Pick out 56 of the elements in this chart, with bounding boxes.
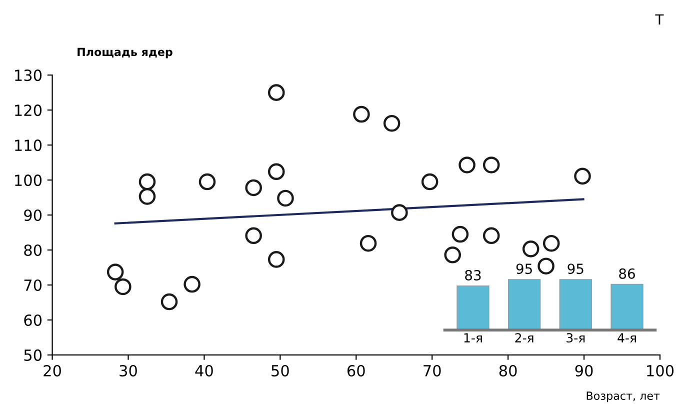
x-tick-label: 2-я (515, 333, 534, 342)
data-label: 95 (516, 264, 532, 274)
x-axis-title: Возраст, лет (586, 392, 660, 402)
x-tick-label: 3-я (566, 333, 585, 343)
data-label: 83 (465, 270, 481, 280)
point (245, 179, 262, 196)
point (482, 156, 500, 174)
point (383, 114, 400, 132)
point (360, 234, 377, 252)
y-tick-label: 90 (24, 209, 42, 222)
point (574, 168, 591, 185)
x-tick-label: 50 (272, 364, 289, 377)
y-tick-label: 60 (24, 314, 42, 326)
y-tick-label: 100 (15, 174, 42, 186)
text: T (655, 14, 664, 24)
y-tick-label: 110 (15, 140, 42, 152)
point (138, 188, 156, 205)
point (268, 84, 285, 101)
y-tick-label: 50 (24, 349, 42, 361)
x-tick-label: 70 (424, 364, 441, 377)
point (353, 106, 370, 123)
data-label: 86 (619, 268, 635, 279)
point (482, 227, 500, 244)
point (268, 163, 285, 180)
point (114, 278, 132, 296)
point (160, 293, 178, 310)
point (184, 276, 200, 293)
x-tick-label: 30 (120, 364, 137, 377)
x-tick-label: 60 (347, 364, 365, 377)
x-tick-label: 20 (44, 364, 61, 377)
point (444, 246, 461, 264)
data-label: 95 (568, 264, 584, 274)
point (538, 258, 554, 274)
y-tick-label: 70 (24, 279, 42, 292)
point (542, 234, 560, 252)
point (245, 227, 262, 244)
point (522, 240, 540, 258)
x-tick-label: 100 (647, 364, 674, 377)
point (391, 204, 408, 221)
point (277, 190, 294, 207)
x-tick-label: 80 (499, 364, 517, 377)
point (268, 251, 285, 268)
point (138, 173, 156, 190)
point (458, 156, 476, 174)
x-tick-label: 4-я (618, 333, 636, 342)
y-tick-label: 120 (15, 104, 42, 116)
point (421, 173, 438, 190)
point (106, 264, 124, 280)
y-tick-label: 130 (15, 70, 42, 82)
point (452, 226, 469, 243)
point (198, 173, 216, 190)
y-tick-label: 80 (24, 244, 42, 256)
x-tick-label: 1-я (464, 333, 482, 342)
x-tick-label: 90 (575, 364, 593, 377)
y-axis-title: Площадь ядер (78, 48, 172, 58)
x-tick-label: 40 (195, 364, 213, 377)
